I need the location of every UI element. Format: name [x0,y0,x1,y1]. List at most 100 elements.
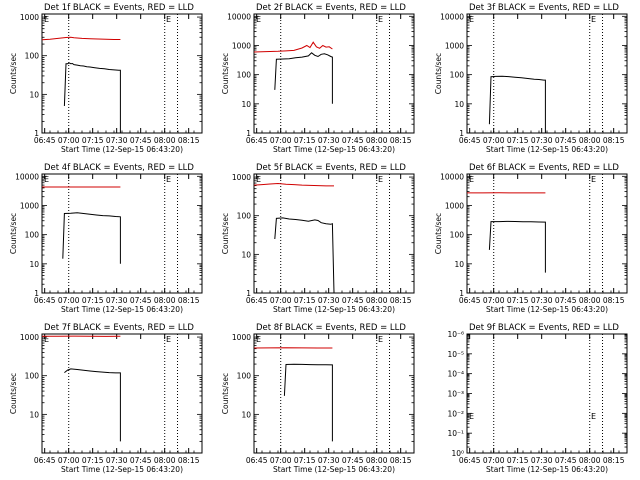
x-tick-label: 06:45 [34,296,56,305]
y-tick-label: 1000 [445,201,464,210]
y-tick-label: 100 [237,212,252,221]
y-axis-label: Counts/sec [9,53,18,94]
panel-title: Det 6f BLACK = Events, RED = LLD [469,163,619,173]
x-tick-label: 08:15 [178,296,200,305]
event-marker-label: E [256,335,261,344]
x-tick-label: 07:45 [130,296,152,305]
y-tick-label: 1000 [232,41,251,50]
y-tick-label: 100 [25,52,40,61]
y-axis-label: Counts/sec [221,373,230,414]
x-tick-label: 07:00 [270,456,292,465]
x-tick-label: 07:45 [130,136,152,145]
x-tick-label: 06:45 [459,136,481,145]
plot-frame [466,13,628,134]
x-tick-label: 07:45 [130,456,152,465]
x-tick-label: 07:00 [58,296,80,305]
y-tick-label: 10000 [227,12,251,21]
x-tick-label: 08:00 [154,136,176,145]
y-axis-label: Counts/sec [9,213,18,254]
y-tick-label: 10000 [15,172,39,181]
x-tick-label: 07:15 [294,296,316,305]
x-tick-label: 07:30 [318,296,340,305]
x-tick-label: 07:30 [318,456,340,465]
event-marker-label: E [166,15,171,24]
plot-frame [41,333,203,454]
event-marker-label: E [44,335,49,344]
y-tick-label: 10⁻⁵ [447,350,464,359]
x-tick-label: 07:00 [483,456,505,465]
x-tick-label: 06:45 [34,456,56,465]
x-tick-label: 07:30 [318,136,340,145]
x-tick-label: 07:30 [531,456,553,465]
y-tick-label: 100 [25,231,40,240]
event-marker-label: E [44,175,49,184]
panel-title: Det 1f BLACK = Events, RED = LLD [44,3,194,13]
y-tick-label: 10 [241,410,251,419]
event-marker-label: E [469,15,474,24]
chart-panel-6: Det 6f BLACK = Events, RED = LLD Counts/s… [434,163,628,314]
y-tick-label: 100 [237,71,252,80]
event-marker-label: E [166,335,171,344]
lld-series-line [41,36,121,41]
x-tick-label: 08:15 [390,296,412,305]
y-tick-label: 1000 [232,333,251,342]
x-tick-label: 08:00 [579,136,601,145]
event-marker-label: E [256,15,261,24]
x-tick-label: 07:45 [555,136,577,145]
x-tick-label: 08:00 [579,296,601,305]
y-tick-label: 10 [29,260,39,269]
x-tick-label: 07:15 [82,136,104,145]
x-tick-label: 07:00 [58,456,80,465]
y-tick-label: 10⁻¹ [447,429,464,438]
y-tick-label: 1 [34,289,39,298]
x-axis-label: Start Time (12-Sep-15 06:43:20) [61,465,183,474]
event-marker-label: E [378,175,383,184]
events-series-line [488,75,546,133]
x-tick-label: 07:45 [555,456,577,465]
x-tick-label: 08:00 [579,456,601,465]
x-tick-label: 07:45 [342,136,364,145]
events-series-line [62,212,121,264]
panel-title: Det 7f BLACK = Events, RED = LLD [44,323,194,333]
x-tick-label: 07:15 [507,456,529,465]
y-tick-label: 10 [241,100,251,109]
x-tick-label: 08:15 [178,456,200,465]
x-tick-label: 07:30 [106,296,128,305]
x-tick-label: 08:15 [603,296,625,305]
lld-series-line [253,182,334,187]
y-axis-label: Counts/sec [221,53,230,94]
x-tick-label: 08:00 [366,296,388,305]
x-tick-label: 08:00 [154,296,176,305]
y-tick-label: 10⁻³ [447,390,464,399]
event-marker-label: E [469,412,474,421]
y-axis-label: Counts/sec [9,373,18,414]
x-tick-label: 06:45 [246,296,268,305]
x-tick-label: 07:15 [82,456,104,465]
chart-panel-3: Det 3f BLACK = Events, RED = LLD Counts/s… [434,3,628,154]
chart-panel-2: Det 2f BLACK = Events, RED = LLD Counts/s… [221,3,415,154]
event-marker-label: E [591,175,596,184]
chart-panel-8: Det 8f BLACK = Events, RED = LLD Counts/s… [221,323,415,474]
y-tick-label: 10 [241,250,251,259]
y-tick-label: 100 [25,372,40,381]
events-series-line [274,217,335,294]
x-tick-label: 06:45 [459,296,481,305]
y-tick-label: 1000 [20,13,39,22]
x-tick-label: 08:15 [390,136,412,145]
y-tick-label: 1000 [20,201,39,210]
y-tick-label: 1 [459,129,464,138]
x-tick-label: 07:00 [483,296,505,305]
x-tick-label: 06:45 [246,456,268,465]
x-tick-label: 06:45 [34,136,56,145]
event-marker-label: E [591,412,596,421]
panel-title: Det 4f BLACK = Events, RED = LLD [44,163,194,173]
x-tick-label: 07:00 [270,136,292,145]
y-tick-label: 1 [34,129,39,138]
x-axis-label: Start Time (12-Sep-15 06:43:20) [486,305,608,314]
y-axis-label: Counts/sec [434,53,443,94]
y-tick-label: 10000 [440,12,464,21]
panel-title: Det 2f BLACK = Events, RED = LLD [256,3,406,13]
panel-title: Det 8f BLACK = Events, RED = LLD [256,323,406,333]
